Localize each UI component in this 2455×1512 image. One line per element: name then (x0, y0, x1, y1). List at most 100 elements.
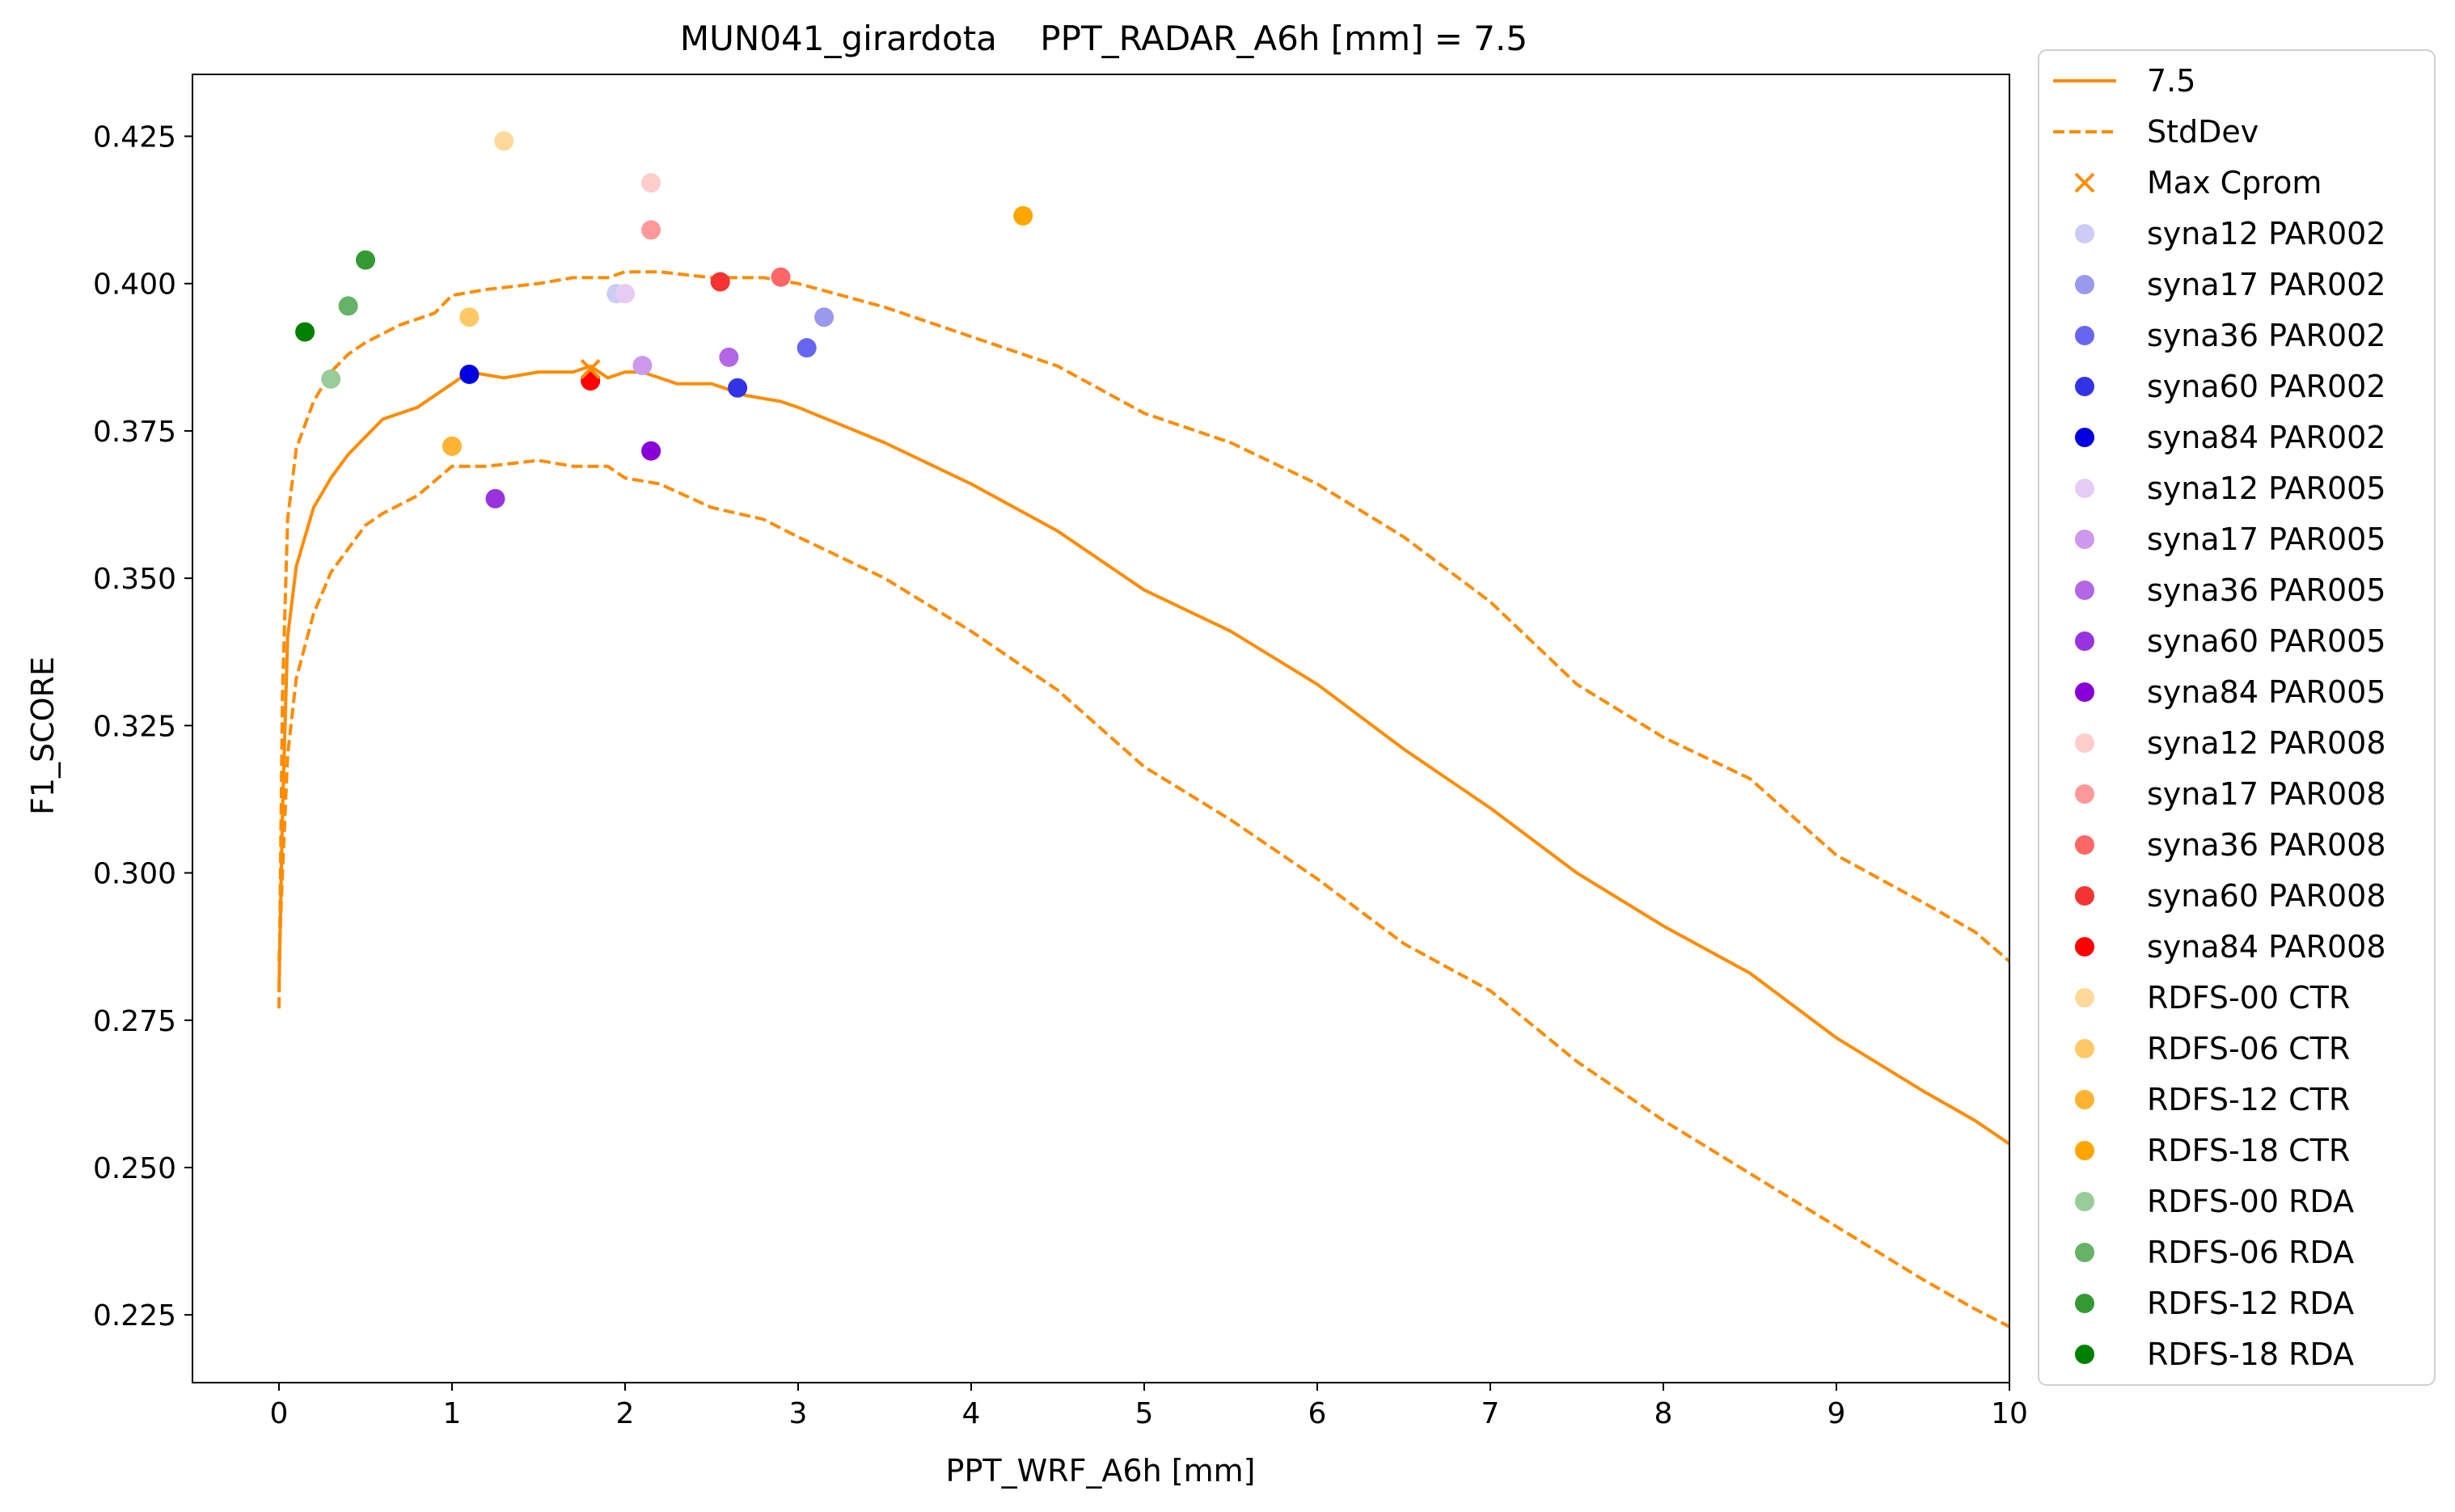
legend-label-6: syna60 PAR002 (2147, 369, 2386, 404)
legend-dot-11 (2075, 631, 2094, 651)
legend-label-19: RDFS-06 CTR (2147, 1031, 2350, 1066)
y-tick-label-3: 0.300 (93, 858, 176, 891)
x-tick-label-2: 2 (616, 1397, 635, 1430)
x-tick-label-7: 7 (1481, 1397, 1500, 1430)
legend-label-20: RDFS-12 CTR (2147, 1082, 2350, 1117)
legend-dot-25 (2075, 1345, 2094, 1364)
legend-label-4: syna17 PAR002 (2147, 267, 2386, 302)
scatter-point-5 (615, 284, 635, 304)
legend-label-1: StdDev (2147, 114, 2259, 150)
legend-label-21: RDFS-18 CTR (2147, 1133, 2350, 1168)
y-tick-label-2: 0.275 (93, 1005, 176, 1038)
legend-dot-8 (2075, 479, 2094, 498)
legend-dot-16 (2075, 886, 2094, 906)
x-tick-label-9: 9 (1828, 1397, 1846, 1430)
scatter-point-17 (442, 436, 462, 456)
legend-label-5: syna36 PAR002 (2147, 318, 2386, 353)
chart-title: MUN041_girardota PPT_RADAR_A6h [mm] = 7.… (680, 19, 1528, 58)
legend-dot-4 (2075, 275, 2094, 294)
scatter-point-7 (719, 347, 739, 367)
y-tick-label-4: 0.325 (93, 710, 176, 743)
legend-dot-18 (2075, 988, 2094, 1007)
scatter-point-10 (641, 173, 661, 193)
legend-dot-12 (2075, 682, 2094, 702)
legend-label-18: RDFS-00 CTR (2147, 980, 2350, 1016)
legend-label-11: syna60 PAR005 (2147, 623, 2386, 659)
legend-label-17: syna84 PAR008 (2147, 929, 2386, 965)
y-tick-label-1: 0.250 (93, 1152, 176, 1185)
x-tick-label-4: 4 (962, 1397, 981, 1430)
legend-dot-24 (2075, 1294, 2094, 1313)
legend-dot-19 (2075, 1039, 2094, 1058)
scatter-point-19 (321, 369, 341, 389)
scatter-point-11 (641, 220, 661, 240)
scatter-point-3 (728, 378, 748, 398)
x-tick-label-1: 1 (443, 1397, 462, 1430)
scatter-point-9 (641, 441, 661, 461)
legend-dot-21 (2075, 1141, 2094, 1160)
legend-dot-23 (2075, 1243, 2094, 1262)
plot-frame (192, 74, 2010, 1383)
legend-x-marker (2074, 172, 2095, 193)
scatter-point-22 (295, 322, 315, 342)
legend-label-23: RDFS-06 RDA (2147, 1235, 2354, 1270)
series-line-0 (277, 364, 2011, 1146)
legend-label-15: syna36 PAR008 (2147, 827, 2386, 863)
scatter-point-1 (814, 307, 835, 327)
scatter-point-21 (356, 250, 375, 270)
legend-label-25: RDFS-18 RDA (2147, 1337, 2354, 1372)
legend-dot-15 (2075, 835, 2094, 855)
x-axis: 0 1 2 3 4 5 6 7 8 9 10 (270, 1383, 2028, 1430)
y-tick-label-0: 0.225 (93, 1299, 176, 1333)
scatter-point-8 (485, 488, 505, 509)
legend-label-9: syna17 PAR005 (2147, 522, 2386, 557)
x-tick-label-8: 8 (1654, 1397, 1673, 1430)
legend-label-3: syna12 PAR002 (2147, 216, 2386, 251)
y-axis: 0.225 0.250 0.275 0.300 0.325 0.350 0.375 0.400… (93, 121, 192, 1333)
legend-label-14: syna17 PAR008 (2147, 776, 2386, 812)
scatter-point-16 (459, 307, 480, 327)
scatter-point-2 (797, 338, 817, 358)
scatter-point-6 (632, 356, 653, 376)
x-tick-label-10: 10 (1991, 1397, 2028, 1430)
scatter-point-4 (459, 364, 480, 384)
legend-label-8: syna12 PAR005 (2147, 471, 2386, 506)
series-line-2 (277, 458, 2010, 1328)
legend-label-16: syna60 PAR008 (2147, 878, 2386, 914)
legend-label-10: syna36 PAR005 (2147, 572, 2386, 608)
legend-dot-5 (2075, 326, 2094, 345)
legend-dot-3 (2075, 224, 2094, 243)
legend-dot-7 (2075, 428, 2094, 447)
x-tick-label-3: 3 (789, 1397, 808, 1430)
legend-label-2: Max Cprom (2147, 165, 2322, 201)
scatter-point-15 (494, 131, 514, 151)
legend-dot-14 (2075, 784, 2094, 804)
legend-label-22: RDFS-00 RDA (2147, 1184, 2354, 1219)
legend-label-12: syna84 PAR005 (2147, 674, 2386, 710)
legend: 7.5 StdDev Max Cprom syna12 PAR002 syna17 PA… (2038, 49, 2436, 1386)
x-tick-label-5: 5 (1135, 1397, 1154, 1430)
legend-box (2038, 49, 2436, 1386)
legend-dot-13 (2075, 733, 2094, 753)
y-tick-label-6: 0.375 (93, 416, 176, 449)
series-line-1 (277, 270, 2011, 1009)
y-tick-label-7: 0.400 (93, 268, 176, 302)
legend-dot-9 (2075, 530, 2094, 549)
plot-series (277, 131, 2011, 1328)
y-axis-label: F1_SCORE (25, 657, 61, 815)
x-tick-label-0: 0 (270, 1397, 289, 1430)
legend-dot-22 (2075, 1192, 2094, 1211)
y-tick-label-5: 0.350 (93, 563, 176, 596)
legend-label-7: syna84 PAR002 (2147, 420, 2386, 455)
y-tick-label-8: 0.425 (93, 121, 176, 154)
legend-dot-6 (2075, 377, 2094, 396)
scatter-point-18 (1013, 205, 1033, 226)
legend-dot-10 (2075, 581, 2094, 600)
x-axis-label: PPT_WRF_A6h [mm] (946, 1453, 1256, 1489)
legend-dot-17 (2075, 937, 2094, 957)
scatter-point-12 (771, 267, 791, 287)
scatter-point-20 (338, 296, 358, 316)
max-cprom-marker (580, 358, 601, 379)
legend-label-24: RDFS-12 RDA (2147, 1286, 2354, 1321)
